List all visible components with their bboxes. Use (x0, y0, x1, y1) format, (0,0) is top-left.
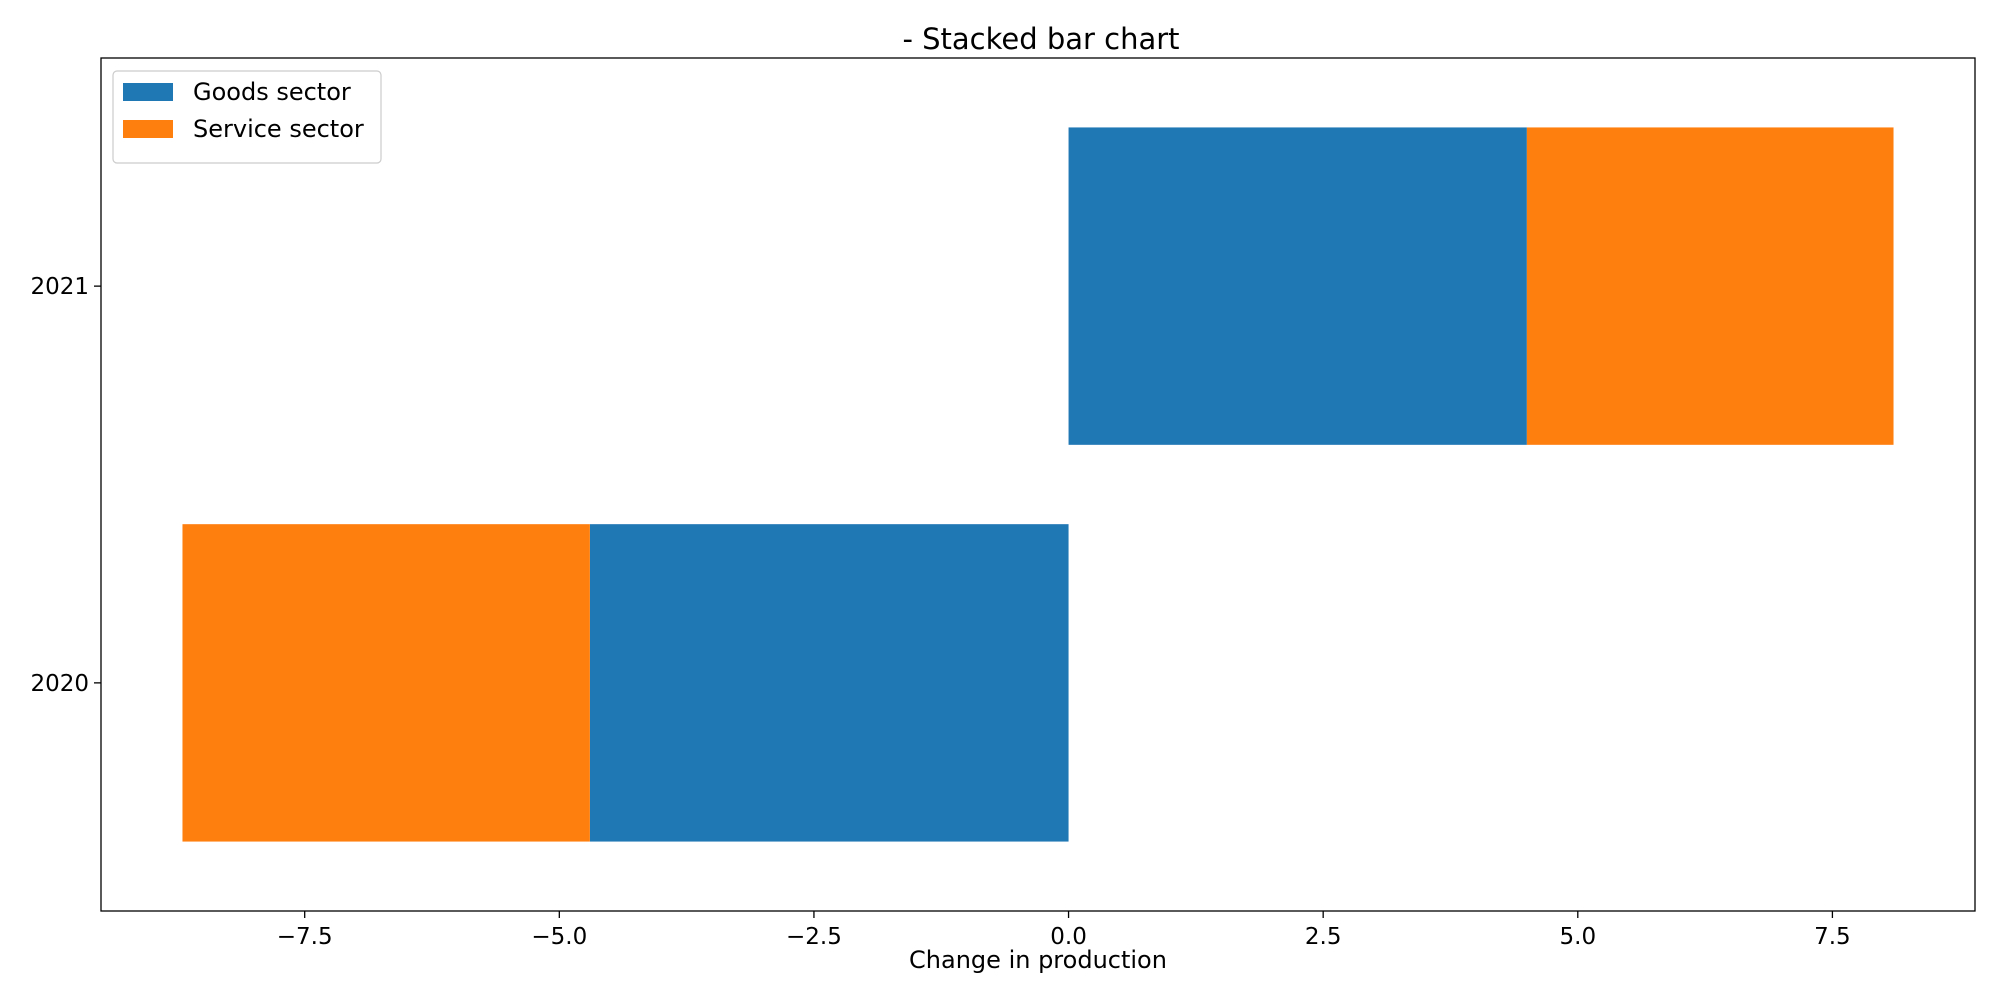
bar-service-sector-2021 (1526, 127, 1894, 445)
legend: Goods sector Service sector (112, 70, 382, 164)
x-tick-label: −2.5 (786, 924, 842, 950)
x-tick-label: 0.0 (1050, 924, 1087, 950)
y-tick-label: 2020 (30, 671, 89, 697)
plot-frame (100, 57, 1976, 912)
legend-label-goods-sector: Goods sector (193, 78, 351, 106)
legend-swatch-service-sector (123, 120, 173, 138)
bar-goods-sector-2021 (1068, 127, 1527, 445)
x-tick-label: −7.5 (277, 924, 333, 950)
bar-goods-sector-2020 (589, 524, 1069, 842)
x-tick-label: 5.0 (1560, 924, 1597, 950)
bars-layer (182, 127, 1894, 842)
chart-title: - Stacked bar chart (902, 22, 1179, 56)
bar-service-sector-2020 (182, 524, 590, 842)
legend-box (112, 70, 382, 164)
y-tick-label: 2021 (30, 274, 89, 300)
x-tick-label: 2.5 (1305, 924, 1342, 950)
x-tick-label: −5.0 (531, 924, 587, 950)
x-axis-title: Change in production (909, 946, 1167, 974)
legend-swatch-goods-sector (123, 83, 173, 101)
legend-label-service-sector: Service sector (193, 115, 364, 143)
x-tick-label: 7.5 (1814, 924, 1851, 950)
x-axis: −7.5 −5.0 −2.5 0.0 2.5 5.0 7.5 (277, 911, 1851, 950)
y-axis: 2020 2021 (30, 274, 101, 697)
